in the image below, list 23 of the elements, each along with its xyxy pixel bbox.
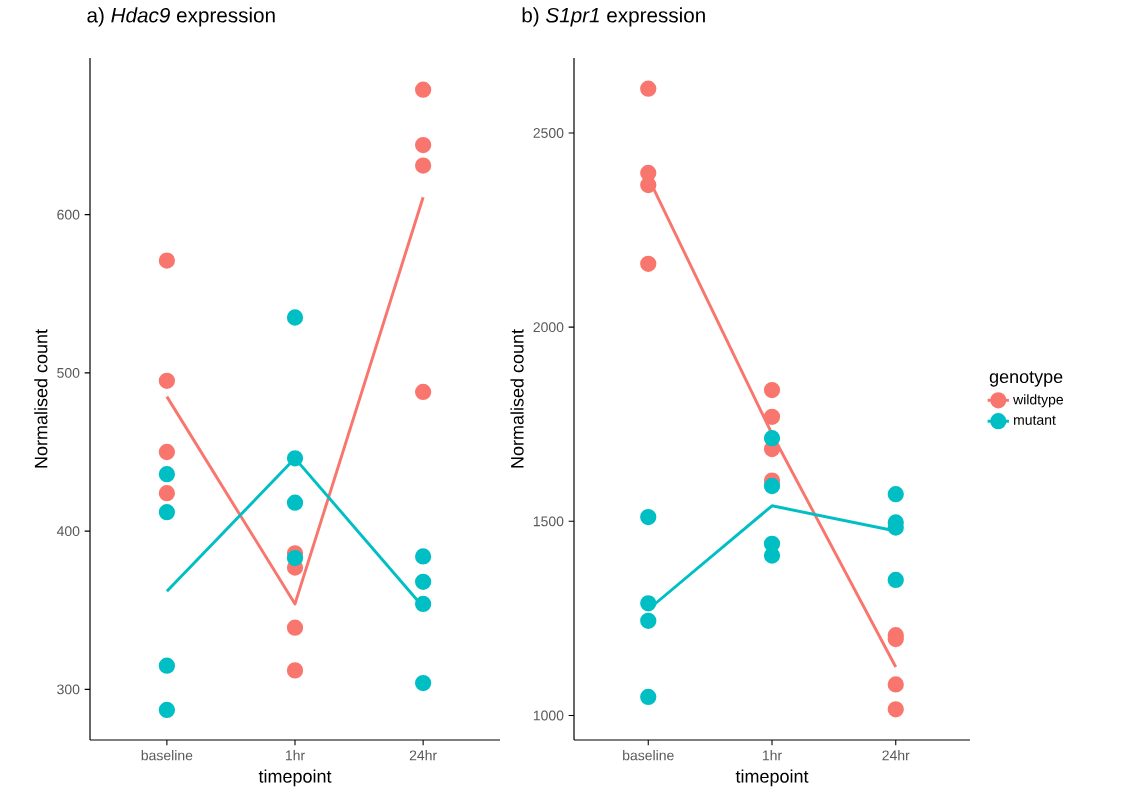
y-axis-title: Normalised count (34, 329, 48, 468)
legend-label: wildtype (1013, 394, 1064, 408)
chart-title: a) Hdac9 expression (87, 7, 275, 27)
x-tick-label: 1hr (762, 750, 782, 761)
x-axis-title: timepoint (735, 769, 809, 787)
x-tick-label: baseline (623, 750, 674, 761)
y-tick-label: 1500 (533, 516, 564, 527)
y-tick-label: 500 (57, 367, 80, 378)
x-tick-label: 24hr (409, 750, 437, 761)
x-tick-label: baseline (141, 750, 193, 761)
x-tick-label: 24hr (882, 750, 910, 761)
y-tick-label: 400 (56, 526, 80, 537)
chart-title: b) S1pr1 expression (522, 7, 705, 27)
legend-title: genotype (989, 371, 1063, 387)
legend-label: mutant (1014, 415, 1056, 425)
y-tick-label: 300 (57, 684, 80, 695)
y-tick-label: 600 (57, 209, 80, 220)
y-axis-title: Normalised count (510, 329, 524, 468)
y-tick-label: 1000 (533, 710, 564, 721)
y-tick-label: 2500 (533, 128, 564, 138)
y-tick-label: 2000 (533, 322, 564, 333)
x-axis-title: timepoint (258, 769, 332, 787)
x-tick-label: 1hr (285, 750, 305, 761)
